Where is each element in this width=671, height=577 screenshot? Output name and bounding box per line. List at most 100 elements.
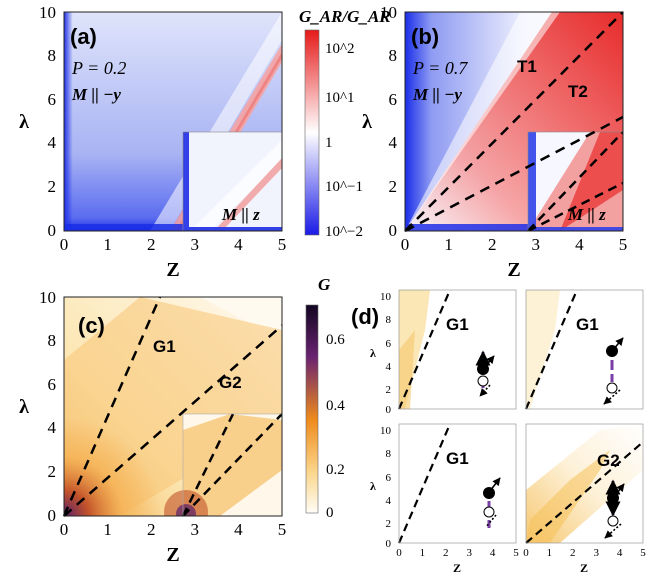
panel-a-xlabel: Z [166, 259, 179, 281]
panel-a-yticks: 0 2 4 6 8 10 [39, 3, 57, 240]
panel-b-annotation-m: M || −y [412, 85, 462, 104]
panel-d-xtick: 1 [547, 547, 553, 559]
panel-d-ytick: 10 [380, 425, 392, 437]
colorbar-bottom: G 0.6 0.4 0.2 0 [305, 275, 345, 521]
panel-b-xticks: 0 1 2 3 4 5 [401, 235, 628, 254]
panel-b-region-t1: T1 [517, 57, 537, 76]
panel-b-boundary-line [404, 11, 624, 232]
panel-d-ytick: 6 [386, 338, 392, 350]
panel-a-annotation-p: P = 0.2 [71, 58, 126, 78]
panel-a-ytick: 8 [48, 46, 57, 65]
panel-c-xtick: 5 [278, 520, 287, 539]
panel-b-ytick: 8 [389, 46, 398, 65]
panel-d-ytick: 10 [380, 291, 392, 303]
panel-c-xtick: 4 [234, 520, 243, 539]
panel-c-xtick: 2 [147, 520, 156, 539]
panel-a-inset-label: M || z [221, 205, 260, 224]
panel-c-ytick: 2 [48, 462, 57, 481]
panel-a-ytick: 2 [48, 177, 57, 196]
panel-c-ytick: 4 [48, 418, 57, 437]
colorbar-bottom-tick: 0 [326, 505, 334, 521]
panel-c-boundary-line [63, 324, 283, 517]
panel-b-xlabel: Z [507, 259, 520, 281]
panel-b-ytick: 10 [380, 3, 397, 22]
spin-diagram [475, 350, 495, 397]
panel-d-ytick: 4 [386, 495, 392, 507]
panel-b: M || z (b) P = 0.7 M || −y T1 T2 0 1 2 3… [362, 3, 627, 281]
panel-d-subplot: G1 10 8 6 4 2 0 λ [370, 289, 517, 416]
panel-a-inset: M || z [182, 131, 282, 231]
panel-a-ytick: 4 [48, 133, 57, 152]
panel-a-label: (a) [70, 24, 97, 49]
panel-d-region: G2 [597, 451, 620, 470]
colorbar-top-tick: 10^−2 [325, 224, 363, 240]
panel-d-xtick: 3 [593, 547, 599, 559]
colorbar-bottom-tick: 0.4 [326, 398, 345, 414]
panel-d-region: G1 [446, 449, 469, 468]
panel-b-inset-label: M || z [567, 205, 606, 224]
spin-diagram [604, 479, 625, 539]
panel-c-label: (c) [78, 313, 105, 338]
panel-c-ytick: 6 [48, 375, 57, 394]
panel-d-subplot: G1 10 8 6 4 2 0 λ 0 1 2 3 4 5 Z [370, 423, 519, 575]
colorbar-top-tick: 10^2 [325, 41, 355, 57]
panel-b-boundary-line [404, 115, 624, 233]
colorbar-top-bar [304, 29, 320, 236]
panel-d-ytick: 8 [386, 314, 392, 326]
panel-d-xtick: 0 [523, 547, 529, 559]
panel-b-annotation-p: P = 0.7 [412, 58, 468, 78]
panel-c-ylabel: λ [19, 396, 29, 418]
panel-d-xtick: 0 [396, 547, 402, 559]
panel-a: M || z (a) P = 0.2 M || −y 0 1 2 3 4 5 0… [19, 3, 286, 281]
panel-b-yticks: 0 2 4 6 8 10 [380, 3, 398, 240]
panel-d-xlabel: Z [453, 561, 461, 575]
panel-b-ytick: 4 [389, 133, 398, 152]
panel-c-ytick: 0 [48, 506, 57, 525]
panel-d-ylabel: λ [370, 346, 376, 360]
panel-c-region-g2: G2 [219, 373, 242, 392]
panel-b-label: (b) [411, 24, 439, 49]
colorbar-top-tick: 10^−1 [325, 179, 363, 195]
panel-b-xtick: 3 [532, 235, 541, 254]
panel-d-xtick: 3 [466, 547, 472, 559]
colorbar-bottom-bar [305, 304, 319, 514]
panel-b-ytick: 2 [389, 177, 398, 196]
panel-d-ytick: 6 [386, 472, 392, 484]
panel-c-xtick: 1 [103, 520, 112, 539]
panel-a-xtick: 1 [103, 235, 112, 254]
panel-d-xtick: 5 [640, 547, 646, 559]
panel-c: (c) G1 G2 0 1 2 3 4 5 0 2 4 6 8 10 Z λ [19, 288, 286, 566]
colorbar-bottom-title: G [318, 275, 331, 294]
spin-diagram [483, 477, 501, 528]
panel-c-xtick: 0 [60, 520, 69, 539]
panel-d-region: G1 [576, 315, 599, 334]
panel-c-yticks: 0 2 4 6 8 10 [39, 288, 57, 525]
colorbar-top-tick: 10^1 [325, 90, 355, 106]
panel-d-ytick: 8 [386, 448, 392, 460]
panel-d-ytick: 2 [386, 384, 392, 396]
colorbar-top-tick: 1 [325, 135, 333, 151]
panel-d-ylabel: λ [370, 479, 376, 493]
panel-b-xtick: 4 [575, 235, 584, 254]
colorbar-top-title: G_AR/G_AR [299, 7, 391, 26]
panel-d-region: G1 [446, 315, 469, 334]
panel-b-inset: M || z [527, 131, 623, 231]
panel-b-ytick: 6 [389, 90, 398, 109]
panel-d-ytick: 4 [386, 361, 392, 373]
panel-b-xtick: 1 [444, 235, 453, 254]
panel-b-ytick: 0 [389, 221, 398, 240]
panel-d-subplot: G2 0 1 2 3 4 5 Z [523, 423, 646, 575]
panel-a-ytick: 0 [48, 221, 57, 240]
panel-a-xtick: 4 [234, 235, 243, 254]
panel-c-inset [164, 413, 282, 516]
panel-c-xlabel: Z [166, 544, 179, 566]
panel-d-xtick: 4 [617, 547, 623, 559]
panel-a-annotation-m: M || −y [71, 85, 121, 104]
panel-c-xticks: 0 1 2 3 4 5 [60, 520, 287, 539]
panel-d-xtick: 5 [513, 547, 519, 559]
panel-b-xtick: 5 [619, 235, 628, 254]
panel-a-ylabel: λ [19, 111, 29, 133]
panel-b-xtick: 2 [488, 235, 497, 254]
panel-a-xtick: 2 [147, 235, 156, 254]
